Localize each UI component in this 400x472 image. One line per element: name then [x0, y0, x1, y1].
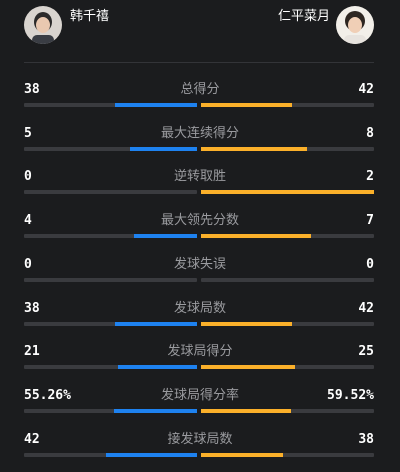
left-stat-bar-fill	[106, 453, 197, 457]
right-stat-bar-fill	[201, 365, 295, 369]
right-stat-bar	[201, 278, 374, 282]
left-player-avatar[interactable]	[24, 6, 62, 44]
stat-label: 发球局得分率	[160, 388, 239, 403]
match-header: 韩千禧 仁平菜月	[0, 0, 400, 52]
left-stat-value: 4	[24, 213, 32, 228]
stat-row: 0 逆转取胜 2	[0, 169, 400, 209]
stat-label: 发球局得分	[167, 344, 233, 359]
player-photo-icon	[24, 6, 62, 44]
right-player-name: 仁平菜月	[277, 9, 330, 24]
right-stat-value: 25	[358, 344, 374, 359]
left-stat-bar	[24, 278, 197, 282]
right-stat-bar	[201, 409, 374, 413]
left-stat-value: 5	[24, 126, 32, 141]
left-stat-value: 42	[24, 432, 40, 447]
right-stat-value: 0	[366, 257, 374, 272]
left-stat-bar	[24, 147, 197, 151]
right-stat-bar-fill	[201, 147, 307, 151]
left-stat-value: 0	[24, 257, 32, 272]
stat-label: 最大领先分数	[160, 213, 239, 228]
left-stat-value: 55.26%	[24, 388, 71, 403]
left-stat-bar-fill	[134, 234, 197, 238]
right-stat-bar	[201, 234, 374, 238]
right-stat-bar-fill	[201, 234, 311, 238]
stat-row: 55.26% 发球局得分率 59.52%	[0, 388, 400, 428]
stat-label: 逆转取胜	[173, 169, 226, 184]
right-stat-bar-fill	[201, 409, 291, 413]
stat-label: 最大连续得分	[160, 126, 239, 141]
right-stat-bar	[201, 453, 374, 457]
left-stat-bar	[24, 103, 197, 107]
left-stat-bar	[24, 453, 197, 457]
right-stat-bar	[201, 322, 374, 326]
stat-row: 21 发球局得分 25	[0, 344, 400, 384]
stat-row: 38 发球局数 42	[0, 301, 400, 341]
right-stat-value: 2	[366, 169, 374, 184]
stat-label: 发球局数	[173, 301, 226, 316]
right-stat-bar-fill	[201, 453, 283, 457]
player-photo-icon	[336, 6, 374, 44]
right-stat-bar	[201, 103, 374, 107]
stat-label: 发球失误	[173, 257, 226, 272]
right-player-avatar[interactable]	[336, 6, 374, 44]
left-stat-bar	[24, 409, 197, 413]
stat-row: 0 发球失误 0	[0, 257, 400, 297]
right-stat-bar	[201, 365, 374, 369]
right-stat-bar-fill	[201, 190, 374, 194]
stat-label: 接发球局数	[167, 432, 233, 447]
right-stat-bar	[201, 147, 374, 151]
right-stat-value: 42	[358, 82, 374, 97]
left-stat-bar-fill	[118, 365, 197, 369]
left-stat-bar	[24, 234, 197, 238]
left-stat-value: 38	[24, 301, 40, 316]
left-stat-bar-fill	[115, 322, 197, 326]
left-stat-bar	[24, 365, 197, 369]
left-stat-bar	[24, 322, 197, 326]
left-stat-bar	[24, 190, 197, 194]
left-stat-bar-fill	[114, 409, 197, 413]
stat-row: 42 接发球局数 38	[0, 432, 400, 472]
right-stat-value: 59.52%	[327, 388, 374, 403]
right-stat-value: 8	[366, 126, 374, 141]
stat-row: 38 总得分 42	[0, 82, 400, 122]
right-stat-bar-fill	[201, 103, 292, 107]
left-stat-bar-fill	[130, 147, 197, 151]
stat-label: 总得分	[180, 82, 220, 97]
left-stat-value: 21	[24, 344, 40, 359]
right-stat-value: 42	[358, 301, 374, 316]
stat-row: 4 最大领先分数 7	[0, 213, 400, 253]
right-stat-value: 7	[366, 213, 374, 228]
stat-row: 5 最大连续得分 8	[0, 126, 400, 166]
right-stat-bar-fill	[201, 322, 292, 326]
right-stat-value: 38	[358, 432, 374, 447]
left-stat-value: 0	[24, 169, 32, 184]
left-stat-bar-fill	[115, 103, 197, 107]
header-divider	[24, 62, 374, 63]
left-stat-value: 38	[24, 82, 40, 97]
left-player-name: 韩千禧	[70, 9, 110, 24]
right-stat-bar	[201, 190, 374, 194]
